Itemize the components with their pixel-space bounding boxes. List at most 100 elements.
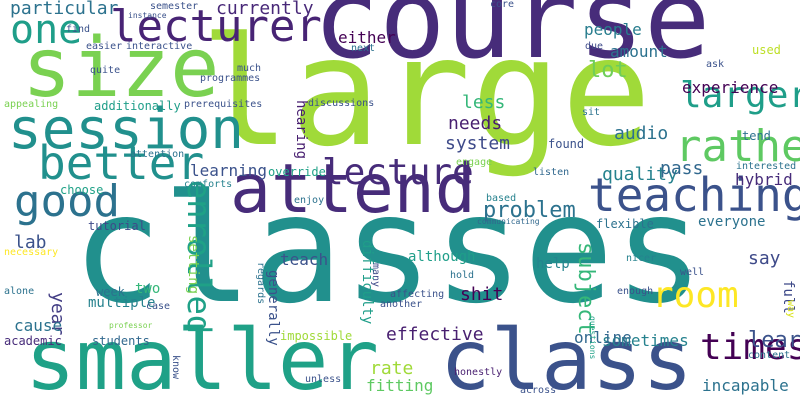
word-multiple: multiple <box>88 295 156 311</box>
word-system: system <box>445 133 511 154</box>
word-engage: engage <box>456 157 493 168</box>
word-although: although <box>408 249 476 265</box>
word-instance: instance <box>128 11 167 20</box>
word-sometimes: sometimes <box>602 331 689 350</box>
word-larger: larger <box>680 75 800 116</box>
word-appealing: appealing <box>4 99 59 110</box>
word-lab: lab <box>14 232 47 253</box>
word-say: say <box>748 248 781 269</box>
word-discussions: discussions <box>308 98 375 109</box>
word-teach: teach <box>280 250 329 269</box>
word-find: find <box>66 24 91 35</box>
word-know: know <box>170 355 181 380</box>
word-many: many <box>370 263 381 288</box>
word-one: one <box>10 7 83 53</box>
word-ask: ask <box>706 59 725 70</box>
word-problem: problem <box>483 198 576 223</box>
word-alone: alone <box>4 286 35 297</box>
word-enough: enough <box>617 286 654 297</box>
word-large: large <box>200 6 652 180</box>
word-additionally: additionally <box>94 99 181 113</box>
word-sit: sit <box>582 107 601 118</box>
word-semester: semester <box>150 1 199 12</box>
word-good: good <box>14 176 120 227</box>
word-two: two <box>135 281 161 297</box>
word-less: less <box>462 92 506 113</box>
word-used: used <box>752 43 781 57</box>
word-cause: cause <box>14 316 63 335</box>
word-teaching: teaching <box>588 168 800 222</box>
word-case: case <box>146 301 171 312</box>
word-smaller: smaller <box>25 311 380 400</box>
word-based: based <box>486 193 517 204</box>
word-choose: choose <box>60 183 104 197</box>
word-unless: unless <box>305 374 342 385</box>
word-interactive: interactive <box>126 41 193 52</box>
word-amount: amount <box>610 42 668 61</box>
word-hearing: hearing <box>293 100 309 160</box>
word-course: course <box>313 0 711 83</box>
word-class: class <box>440 311 693 400</box>
word-particular: particular <box>10 0 119 19</box>
word-academic: academic <box>4 334 62 348</box>
word-necessary: necessary <box>4 247 59 258</box>
word-communicating: communicating <box>477 217 540 226</box>
word-incapable: incapable <box>702 376 789 395</box>
word-lecture: lecture <box>322 152 474 193</box>
word-rate: rate <box>370 358 414 379</box>
word-help: help <box>536 256 570 272</box>
word-listen: listen <box>533 167 570 178</box>
word-hybrid: hybrid <box>735 170 793 189</box>
word-prerequisites: prerequisites <box>184 99 263 110</box>
word-either: either <box>338 28 396 47</box>
word-core: core <box>490 0 515 10</box>
word-quite: quite <box>90 65 121 76</box>
word-experience: experience <box>682 78 779 97</box>
word-rather: rather <box>675 121 800 172</box>
word-professor: professor <box>109 321 153 330</box>
word-shit: shit <box>460 284 504 305</box>
word-across: across <box>520 385 557 396</box>
word-honestly: honestly <box>454 367 503 378</box>
word-needs: needs <box>448 113 503 134</box>
word-audio: audio <box>614 123 669 144</box>
word-nicer: nicer <box>626 253 657 264</box>
word-next: next <box>351 43 376 54</box>
word-way: way <box>785 300 796 319</box>
word-comforts: comforts <box>184 179 233 190</box>
word-questions: questions <box>588 316 597 360</box>
word-room: room <box>652 275 739 316</box>
word-override: override <box>268 165 326 179</box>
word-much: much <box>237 63 262 74</box>
word-impossible: impossible <box>280 329 353 343</box>
word-size: size <box>22 21 220 116</box>
word-everyone: everyone <box>698 214 766 230</box>
word-affecting: affecting <box>390 289 445 300</box>
word-hold: hold <box>450 270 475 281</box>
word-week: week <box>96 285 125 299</box>
word-content: content <box>748 350 791 361</box>
word-easier: easier <box>86 41 123 52</box>
word-generally: generally <box>265 270 281 346</box>
word-effective: effective <box>386 324 484 345</box>
word-students: students <box>92 334 150 348</box>
word-learn: learn <box>748 328 800 353</box>
word-attention: attention <box>130 149 185 160</box>
word-learning: learning <box>190 161 268 180</box>
word-enjoy: enjoy <box>294 195 325 206</box>
word-lot: lot <box>588 58 628 83</box>
word-currently: currently <box>216 0 314 19</box>
word-found: found <box>548 137 585 151</box>
word-tutorial: tutorial <box>88 219 146 233</box>
word-attend: attend <box>230 150 476 229</box>
word-well: well <box>680 267 705 278</box>
word-lecturer: lecturer <box>110 1 322 52</box>
word-another: another <box>380 299 423 310</box>
word-pass: pass <box>660 158 704 179</box>
word-fitting: fitting <box>366 376 434 395</box>
word-programmes: programmes <box>200 73 261 84</box>
word-people: people <box>584 20 642 39</box>
word-interested: interested <box>736 161 797 172</box>
word-regards: regards <box>255 262 266 305</box>
